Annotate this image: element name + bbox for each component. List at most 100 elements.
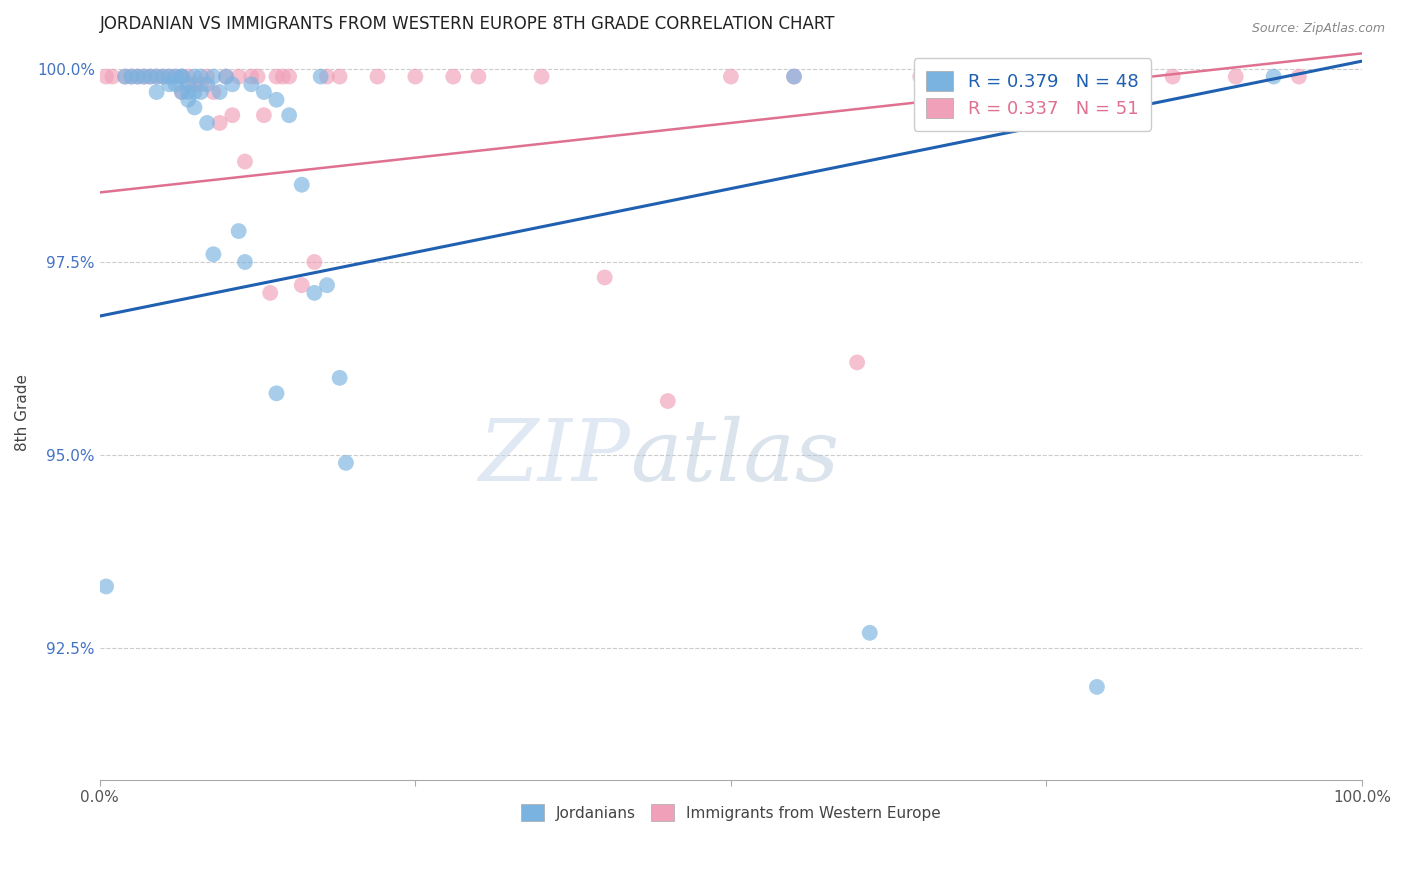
Point — [221, 108, 243, 122]
Point — [157, 70, 180, 84]
Point — [316, 278, 339, 293]
Point — [291, 178, 314, 192]
Point — [183, 70, 205, 84]
Point — [783, 70, 806, 84]
Point — [183, 85, 205, 99]
Point — [165, 70, 187, 84]
Point — [253, 108, 276, 122]
Point — [170, 70, 193, 84]
Point — [120, 70, 142, 84]
Point — [145, 85, 167, 99]
Point — [177, 93, 200, 107]
Point — [195, 78, 218, 92]
Point — [145, 70, 167, 84]
Point — [132, 70, 155, 84]
Point — [783, 70, 806, 84]
Point — [316, 70, 339, 84]
Point — [1263, 70, 1285, 84]
Point — [233, 255, 256, 269]
Point — [972, 70, 994, 84]
Point — [157, 70, 180, 84]
Y-axis label: 8th Grade: 8th Grade — [15, 374, 30, 451]
Point — [221, 78, 243, 92]
Point — [259, 285, 281, 300]
Point — [335, 456, 357, 470]
Point — [190, 70, 212, 84]
Point — [208, 116, 231, 130]
Point — [114, 70, 136, 84]
Point — [266, 93, 288, 107]
Point — [240, 78, 263, 92]
Point — [190, 78, 212, 92]
Point — [120, 70, 142, 84]
Text: ZIP: ZIP — [478, 416, 630, 498]
Point — [177, 70, 200, 84]
Point — [366, 70, 388, 84]
Point — [202, 85, 225, 99]
Point — [101, 70, 124, 84]
Point — [910, 70, 932, 84]
Point — [266, 386, 288, 401]
Point — [170, 85, 193, 99]
Point — [266, 70, 288, 84]
Point — [530, 70, 553, 84]
Point — [94, 70, 117, 84]
Point — [441, 70, 464, 84]
Point — [1035, 70, 1057, 84]
Point — [309, 70, 332, 84]
Point — [183, 100, 205, 114]
Point — [132, 70, 155, 84]
Text: JORDANIAN VS IMMIGRANTS FROM WESTERN EUROPE 8TH GRADE CORRELATION CHART: JORDANIAN VS IMMIGRANTS FROM WESTERN EUR… — [100, 15, 835, 33]
Point — [127, 70, 149, 84]
Point — [404, 70, 426, 84]
Point — [94, 579, 117, 593]
Point — [208, 85, 231, 99]
Point — [859, 625, 882, 640]
Point — [1161, 70, 1184, 84]
Point — [228, 224, 250, 238]
Point — [1098, 70, 1121, 84]
Point — [139, 70, 162, 84]
Legend: Jordanians, Immigrants from Western Europe: Jordanians, Immigrants from Western Euro… — [515, 798, 948, 827]
Point — [170, 70, 193, 84]
Point — [329, 371, 352, 385]
Point — [202, 70, 225, 84]
Point — [253, 85, 276, 99]
Text: atlas: atlas — [630, 416, 839, 498]
Point — [215, 70, 238, 84]
Point — [1225, 70, 1247, 84]
Point — [177, 78, 200, 92]
Point — [152, 70, 174, 84]
Point — [195, 116, 218, 130]
Point — [278, 70, 301, 84]
Point — [467, 70, 489, 84]
Point — [127, 70, 149, 84]
Point — [139, 70, 162, 84]
Point — [152, 70, 174, 84]
Point — [165, 70, 187, 84]
Point — [1288, 70, 1310, 84]
Point — [1085, 680, 1108, 694]
Point — [170, 85, 193, 99]
Point — [304, 285, 326, 300]
Point — [593, 270, 616, 285]
Point — [177, 85, 200, 99]
Point — [165, 78, 187, 92]
Point — [145, 70, 167, 84]
Point — [202, 247, 225, 261]
Point — [657, 394, 679, 409]
Text: Source: ZipAtlas.com: Source: ZipAtlas.com — [1251, 22, 1385, 36]
Point — [720, 70, 742, 84]
Point — [246, 70, 269, 84]
Point — [846, 355, 869, 369]
Point — [278, 108, 301, 122]
Point — [304, 255, 326, 269]
Point — [195, 70, 218, 84]
Point — [215, 70, 238, 84]
Point — [271, 70, 294, 84]
Point — [190, 85, 212, 99]
Point — [228, 70, 250, 84]
Point — [329, 70, 352, 84]
Point — [291, 278, 314, 293]
Point — [170, 70, 193, 84]
